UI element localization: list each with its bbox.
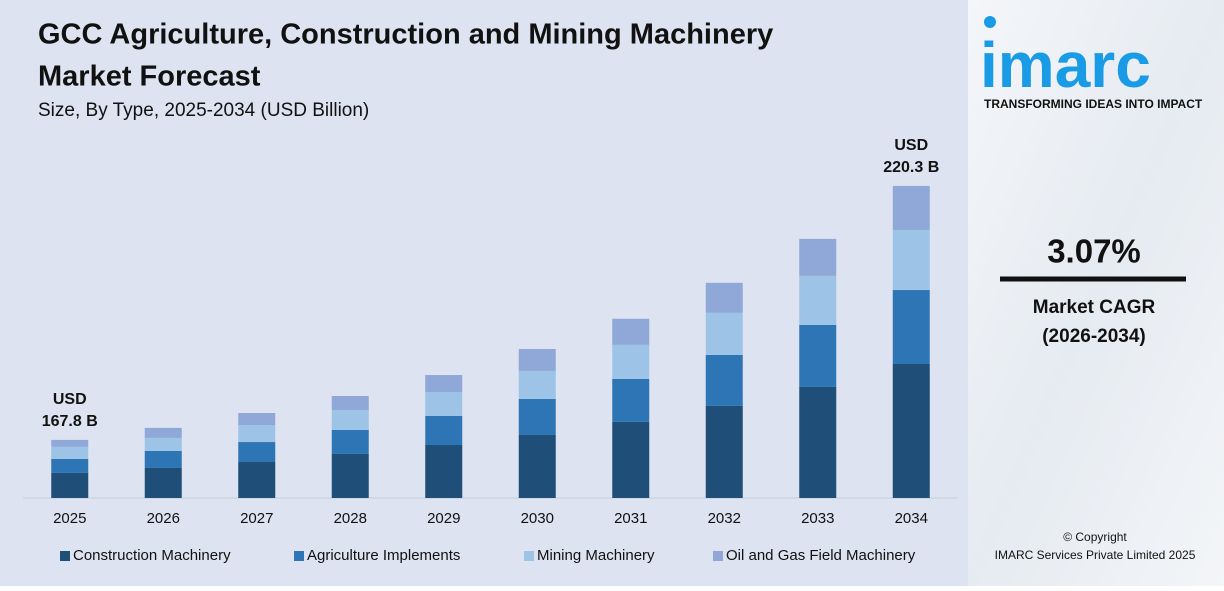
bar-segment: [51, 439, 89, 447]
bar-segment: [331, 396, 369, 411]
bar-segment: [425, 392, 463, 416]
bar-segment: [238, 462, 276, 498]
bar-segment: [799, 324, 837, 387]
bar-segment: [144, 437, 182, 451]
bar-segment: [892, 363, 930, 498]
bar-segment: [518, 348, 556, 371]
x-tick-label: 2033: [801, 510, 834, 527]
bar-segment: [238, 413, 276, 426]
legend-swatch: [60, 551, 70, 561]
bar-segment: [238, 425, 276, 443]
bar-segment: [612, 344, 650, 379]
bar-segment: [51, 472, 89, 498]
bar-segment: [425, 445, 463, 498]
bar-segment: [51, 458, 89, 473]
bar-segment: [144, 450, 182, 468]
bar-segment: [799, 275, 837, 325]
legend-swatch: [524, 551, 534, 561]
annotation: USD: [894, 137, 928, 154]
annotation: 220.3 B: [883, 159, 939, 176]
chart-subtitle: Size, By Type, 2025-2034 (USD Billion): [38, 100, 369, 121]
legend-swatch: [294, 551, 304, 561]
x-tick-label: 2026: [147, 510, 180, 527]
bar-segment: [705, 354, 743, 406]
annotation: USD: [53, 391, 87, 408]
bar-segment: [892, 229, 930, 291]
x-tick-label: 2030: [521, 510, 554, 527]
bar-segment: [238, 442, 276, 463]
x-tick-label: 2031: [614, 510, 647, 527]
bar-segment: [144, 467, 182, 498]
bar-segment: [331, 410, 369, 430]
tagline: TRANSFORMING IDEAS INTO IMPACT: [984, 97, 1203, 111]
copyright: © Copyright: [1063, 530, 1127, 544]
x-tick-label: 2034: [895, 510, 928, 527]
legend-label: Oil and Gas Field Machinery: [726, 547, 916, 564]
bar-segment: [425, 415, 463, 446]
bar-segment: [892, 185, 930, 230]
bar-segment: [612, 378, 650, 422]
bar-segment: [612, 421, 650, 498]
bar-segment: [705, 405, 743, 498]
bar-segment: [612, 318, 650, 345]
company: IMARC Services Private Limited 2025: [995, 548, 1196, 562]
bar-segment: [144, 427, 182, 438]
legend-swatch: [713, 551, 723, 561]
logo: imarc: [980, 29, 1151, 101]
cagr-value: 3.07%: [1047, 233, 1141, 270]
x-tick-label: 2025: [53, 510, 86, 527]
chart-title: Market Forecast: [38, 61, 261, 93]
bar-segment: [51, 446, 89, 459]
sidebar-background: [968, 0, 1224, 586]
bar-segment: [331, 430, 369, 454]
x-tick-label: 2032: [708, 510, 741, 527]
annotation: 167.8 B: [42, 413, 98, 430]
bar-segment: [799, 238, 837, 276]
x-tick-label: 2027: [240, 510, 273, 527]
legend-label: Agriculture Implements: [307, 547, 460, 564]
legend-label: Mining Machinery: [537, 547, 655, 564]
bar-segment: [892, 290, 930, 364]
bar-segment: [799, 386, 837, 498]
bar-segment: [331, 453, 369, 498]
x-tick-label: 2029: [427, 510, 460, 527]
chart-title: GCC Agriculture, Construction and Mining…: [38, 19, 773, 51]
bar-segment: [518, 398, 556, 435]
legend-label: Construction Machinery: [73, 547, 231, 564]
logo-dot: [984, 16, 996, 28]
bar-segment: [425, 375, 463, 393]
cagr-label: Market CAGR: [1033, 297, 1156, 318]
x-tick-label: 2028: [334, 510, 367, 527]
bar-segment: [705, 282, 743, 313]
bar-segment: [518, 370, 556, 399]
cagr-period: (2026-2034): [1042, 326, 1146, 347]
bar-segment: [518, 434, 556, 498]
bar-segment: [705, 312, 743, 355]
